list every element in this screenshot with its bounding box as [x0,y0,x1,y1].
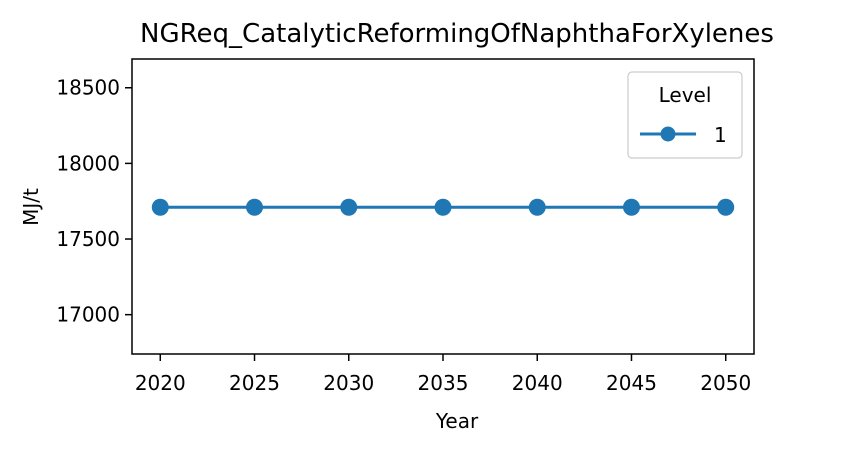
x-tick-label: 2045 [606,371,657,395]
x-tick-label: 2020 [135,371,186,395]
x-tick-label: 2030 [323,371,374,395]
legend-title: Level [659,83,712,107]
chart-title: NGReq_CatalyticReformingOfNaphthaForXyle… [140,19,774,49]
data-point [528,198,546,216]
y-tick-label: 17000 [56,303,120,327]
x-axis: 2020 2025 2030 2035 2040 2045 2050 [135,354,751,395]
y-tick-label: 17500 [56,227,120,251]
x-tick-label: 2025 [229,371,280,395]
data-point [246,198,264,216]
legend-label-series-1: 1 [714,123,727,147]
x-tick-label: 2040 [512,371,563,395]
legend: Level 1 [627,71,743,159]
data-point [434,198,452,216]
legend-marker-swatch [660,126,676,142]
x-tick-label: 2050 [700,371,751,395]
y-tick-label: 18000 [56,151,120,175]
data-point [340,198,358,216]
legend-box [627,71,743,159]
data-point [151,198,169,216]
y-axis: 17000 17500 18000 18500 [56,76,132,327]
x-tick-label: 2035 [418,371,469,395]
series-layer [151,198,735,216]
y-tick-label: 18500 [56,76,120,100]
data-point [717,198,735,216]
x-axis-label: Year [435,409,479,433]
y-axis-label: MJ/t [19,188,43,226]
data-point [622,198,640,216]
